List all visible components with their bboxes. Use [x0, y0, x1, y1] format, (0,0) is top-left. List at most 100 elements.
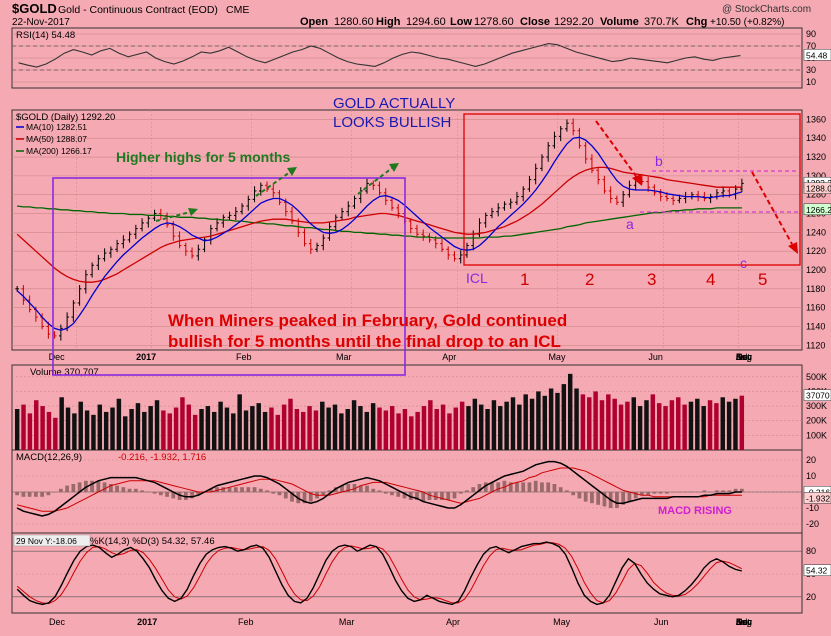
volume-bar [618, 404, 624, 450]
higher-high-arrowhead-3 [389, 163, 399, 172]
volume-bar [364, 411, 370, 450]
ma50-label: MA(50) 1288.07 [26, 134, 87, 144]
open-value: 1280.60 [334, 16, 374, 28]
volume-bar [40, 406, 45, 450]
stoch-month-label: Dec [49, 617, 66, 627]
macd-histogram-bar [290, 492, 294, 502]
volume-bar [224, 407, 230, 450]
volume-value: 370.7K [644, 16, 680, 28]
macd-histogram-bar [727, 490, 732, 492]
cycle-label-4: 4 [706, 270, 715, 289]
volume-bar [561, 384, 567, 450]
volume-bar [587, 397, 592, 450]
volume-bar [739, 395, 745, 450]
headline-line-2: LOOKS BULLISH [333, 114, 451, 131]
macd-histogram-bar [740, 488, 744, 492]
macd-last-signal-box [803, 492, 831, 504]
decline-arrowhead [632, 174, 642, 186]
macd-histogram-bar [465, 490, 469, 492]
volume-bar [243, 410, 249, 450]
volume-bar [637, 406, 643, 450]
wave-a-label: a [626, 216, 634, 232]
chart-header: $GOLD Gold - Continuous Contract (EOD) C… [12, 1, 811, 28]
volume-bar [650, 394, 656, 450]
macd-histogram-bar [240, 487, 244, 492]
macd-histogram-bar [583, 492, 588, 502]
wave-c-label: c [740, 255, 747, 271]
macd-histogram-bar [696, 492, 701, 493]
volume-bar [574, 388, 579, 450]
rsi-tick-label: 30 [806, 65, 816, 75]
macd-histogram-bar [146, 492, 151, 493]
stochastic-tick-label: 80 [806, 546, 816, 556]
volume-bar [663, 406, 668, 450]
macd-histogram-bar [165, 492, 169, 497]
volume-bar [676, 397, 681, 450]
volume-bar [154, 400, 160, 450]
volume-tick-label: 300K [806, 401, 827, 411]
price-panel [11, 109, 803, 351]
volume-label: Volume [600, 16, 639, 28]
stoch-label: %K(14,3) %D(3) 54.32, 57.46 [90, 536, 215, 547]
price-tick-label: 1120 [806, 340, 825, 350]
macd-histogram-bar [371, 488, 376, 492]
stoch-month-label: Nov [736, 617, 753, 627]
volume-bar [34, 400, 39, 450]
macd-histogram-bar [490, 482, 494, 492]
headline-line-1: GOLD ACTUALLY [333, 95, 455, 112]
wave-b-label: b [655, 153, 663, 169]
stockcharts-watermark: @ StockCharts.com [722, 4, 811, 15]
ma200-line [17, 205, 742, 239]
volume-bar [370, 403, 376, 450]
macd-histogram-bar [140, 490, 144, 492]
high-label: High [376, 16, 401, 28]
volume-bar [351, 400, 357, 450]
stoch-month-label: May [553, 617, 571, 627]
volume-bar [97, 404, 103, 450]
volume-bar [669, 400, 675, 450]
price-month-label: Jun [648, 352, 663, 362]
five-month-box [52, 177, 406, 376]
macd-histogram-bar [621, 492, 626, 505]
macd-histogram-bar [602, 492, 607, 507]
volume-bar [523, 394, 528, 450]
volume-last-value-box [803, 389, 831, 401]
low-label: Low [450, 16, 472, 28]
macd-histogram-bar [121, 487, 126, 492]
macd-histogram-bar [440, 492, 444, 500]
macd-histogram-bar [108, 484, 113, 492]
higher-high-arrow-3 [357, 167, 393, 195]
macd-histogram-bar [590, 492, 594, 504]
price-tick-label: 1300 [806, 171, 826, 181]
volume-bar [472, 398, 478, 450]
rsi-last-value-box [803, 49, 831, 61]
macd-histogram-bar [102, 482, 107, 492]
volume-bar [186, 404, 192, 450]
macd-histogram-bar [127, 488, 132, 492]
volume-bar [205, 406, 211, 450]
volume-bar [281, 404, 287, 450]
macd-histogram-bar [221, 487, 226, 492]
volume-bar [612, 398, 617, 450]
stoch-k-line [16, 541, 742, 606]
macd-histogram-bar [90, 480, 94, 492]
price-month-label: Aug [736, 352, 752, 362]
macd-histogram-bar [208, 488, 213, 492]
volume-bar [300, 411, 306, 450]
volume-bar [599, 400, 605, 450]
axis-layer: 907050301054.481360134013201300128012601… [49, 29, 831, 627]
ma10-label: MA(10) 1282.51 [26, 122, 87, 132]
rsi-label: RSI(14) 54.48 [16, 30, 75, 41]
volume-bar [212, 411, 217, 450]
stochastic-panel [11, 532, 803, 614]
volume-last-value: 37070 [806, 391, 830, 401]
cycle-label-2: 2 [585, 270, 594, 289]
volume-bar [142, 411, 147, 450]
macd-values: -0.216, -1.932, 1.716 [118, 452, 206, 463]
macd-histogram-bar [115, 485, 119, 492]
volume-bar [383, 410, 389, 450]
volume-bar [358, 406, 363, 450]
volume-bar [192, 414, 198, 450]
price-tick-label: 1320 [806, 152, 826, 162]
macd-histogram-bar [546, 482, 551, 492]
